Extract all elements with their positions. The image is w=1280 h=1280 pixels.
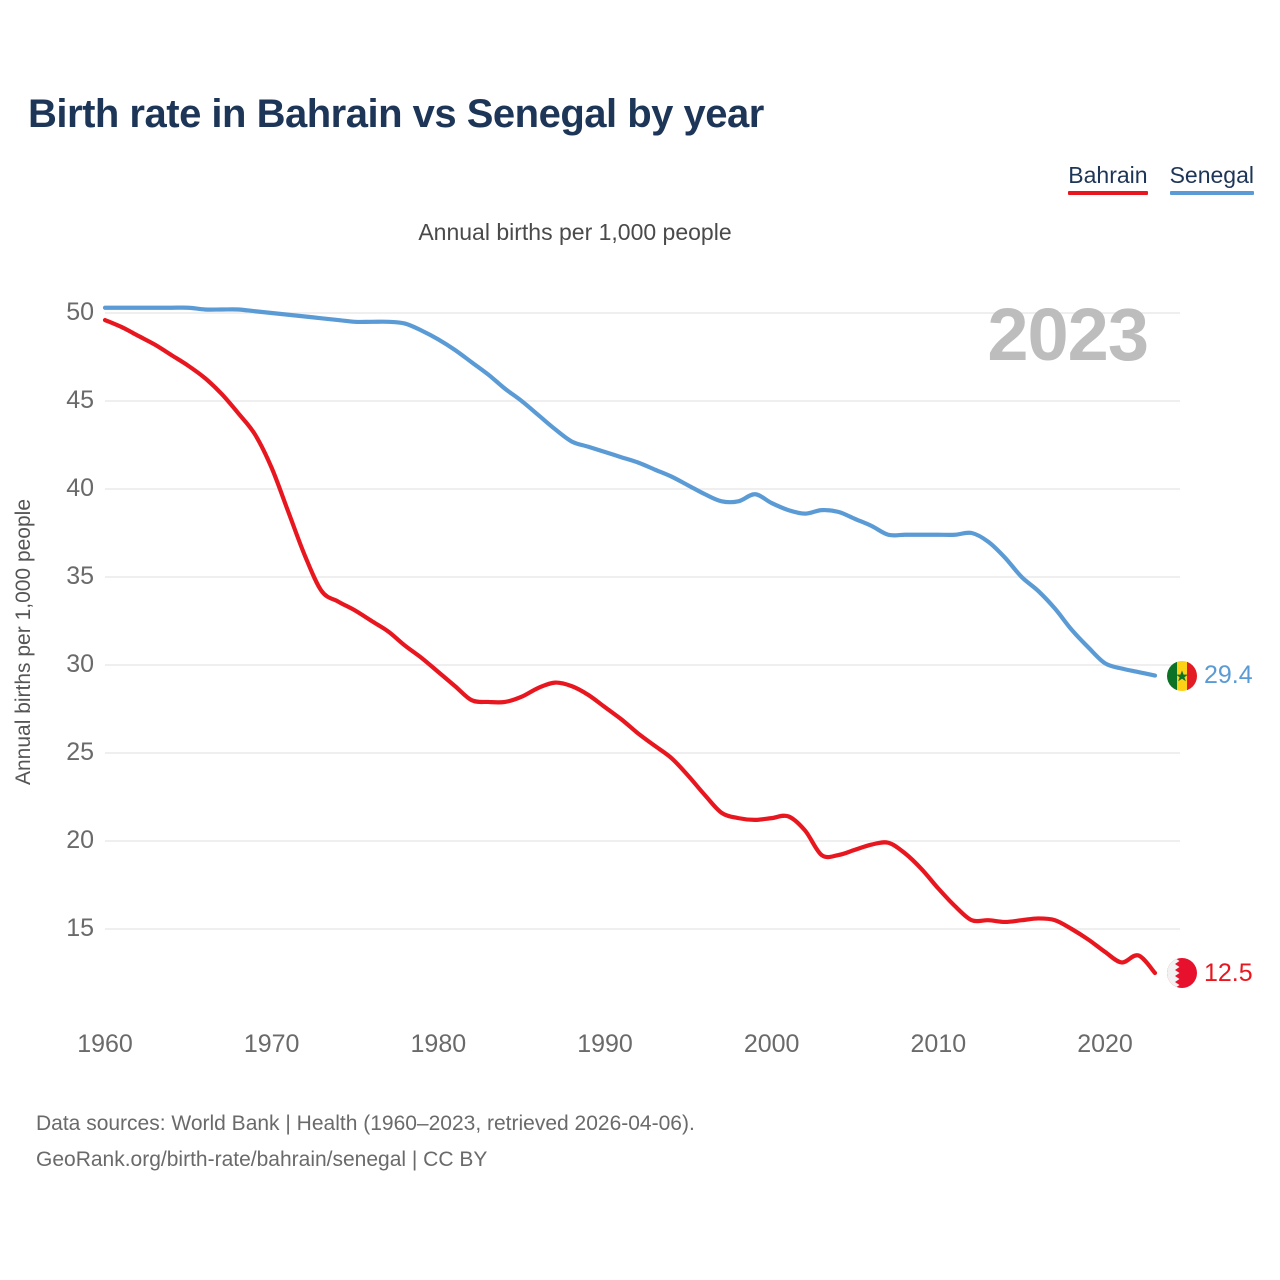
y-axis-tick-15: 15 xyxy=(66,914,94,942)
endpoint-value-bahrain: 12.5 xyxy=(1204,958,1253,987)
legend-label-bahrain: Bahrain xyxy=(1068,162,1148,188)
y-axis-tick-20: 20 xyxy=(66,826,94,854)
y-axis-tick-40: 40 xyxy=(66,474,94,502)
senegal-flag-icon xyxy=(1167,660,1197,691)
x-axis-tick-2020: 2020 xyxy=(1077,1030,1133,1058)
bahrain-flag-icon xyxy=(1167,958,1197,988)
y-axis-tick-30: 30 xyxy=(66,650,94,678)
x-axis-tick-1980: 1980 xyxy=(410,1030,467,1058)
chart-legend: Bahrain Senegal xyxy=(1068,163,1254,195)
legend-swatch-senegal xyxy=(1169,191,1254,195)
x-axis-tick-2010: 2010 xyxy=(910,1030,967,1058)
year-watermark: 2023 xyxy=(987,293,1149,376)
y-axis-tick-25: 25 xyxy=(66,738,94,766)
endpoint-value-senegal: 29.4 xyxy=(1204,661,1253,690)
legend-swatch-bahrain xyxy=(1068,191,1148,195)
x-axis-tick-2000: 2000 xyxy=(743,1030,800,1058)
y-axis-tick-35: 35 xyxy=(66,562,94,590)
footer: Data sources: World Bank | Health (1960–… xyxy=(36,1106,695,1178)
endpoint-senegal: 29.4 xyxy=(1167,660,1253,691)
footer-line-sources: Data sources: World Bank | Health (1960–… xyxy=(36,1112,695,1135)
x-axis-tick-1970: 1970 xyxy=(243,1030,300,1058)
chart-subtitle: Annual births per 1,000 people xyxy=(418,219,732,245)
legend-item-bahrain[interactable]: Bahrain xyxy=(1068,162,1148,195)
legend-label-senegal: Senegal xyxy=(1169,162,1254,188)
series-line-senegal xyxy=(102,305,1158,678)
endpoint-bahrain: 12.5 xyxy=(1167,958,1253,988)
x-axis-tick-1990: 1990 xyxy=(577,1030,633,1058)
x-axis-tick-1960: 1960 xyxy=(77,1030,133,1058)
footer-line-attribution: GeoRank.org/birth-rate/bahrain/senegal |… xyxy=(36,1148,488,1171)
page-title: Birth rate in Bahrain vs Senegal by year xyxy=(28,92,764,136)
y-axis-title: Annual births per 1,000 people xyxy=(12,498,35,786)
y-axis-tick-50: 50 xyxy=(66,298,94,326)
series-line-bahrain xyxy=(102,317,1158,976)
y-axis-tick-45: 45 xyxy=(66,386,94,414)
legend-item-senegal[interactable]: Senegal xyxy=(1169,162,1254,195)
